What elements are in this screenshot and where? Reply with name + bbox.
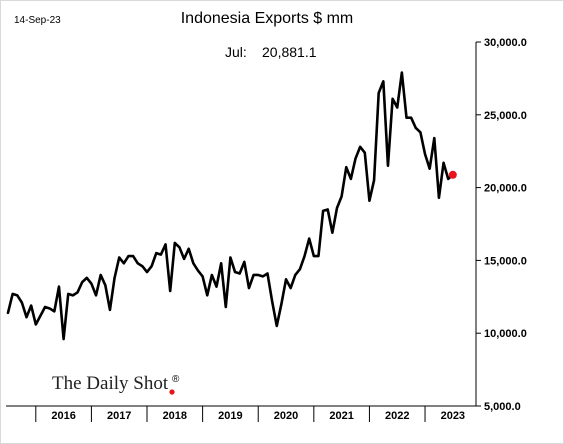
- x-tick-label: 2020: [274, 410, 298, 422]
- y-tick-label: 20,000.0: [484, 183, 527, 195]
- x-tick-label: 2023: [441, 410, 465, 422]
- axes: 5,000.0 10,000.0 15,000.0 20,000.0 25,000.0 3…: [6, 37, 527, 422]
- x-tick-label: 2017: [107, 410, 131, 422]
- x-tick-label: 2021: [329, 410, 353, 422]
- x-tick-label: 2019: [218, 410, 242, 422]
- y-tick-label: 5,000.0: [484, 401, 521, 413]
- y-tick-label: 25,000.0: [484, 110, 527, 122]
- y-tick-label: 30,000.0: [484, 37, 527, 49]
- brand-logo-dot: [169, 389, 175, 395]
- chart-title: Indonesia Exports $ mm: [181, 10, 354, 27]
- date-stamp: 14-Sep-23: [14, 15, 61, 26]
- brand-registered-mark: ®: [172, 374, 180, 385]
- series-group: [6, 71, 457, 341]
- x-tick-label: 2018: [163, 410, 187, 422]
- latest-value-marker: [448, 170, 457, 179]
- annotation-value: 20,881.1: [262, 44, 317, 60]
- x-tick-label: 2016: [51, 410, 75, 422]
- annotation-label: Jul:: [225, 44, 247, 60]
- x-tick-label: 2022: [385, 410, 409, 422]
- y-tick-label: 10,000.0: [484, 328, 527, 340]
- brand-logo-text: The Daily Shot: [52, 373, 169, 394]
- y-tick-label: 15,000.0: [484, 255, 527, 267]
- exports-series-line: [6, 71, 455, 341]
